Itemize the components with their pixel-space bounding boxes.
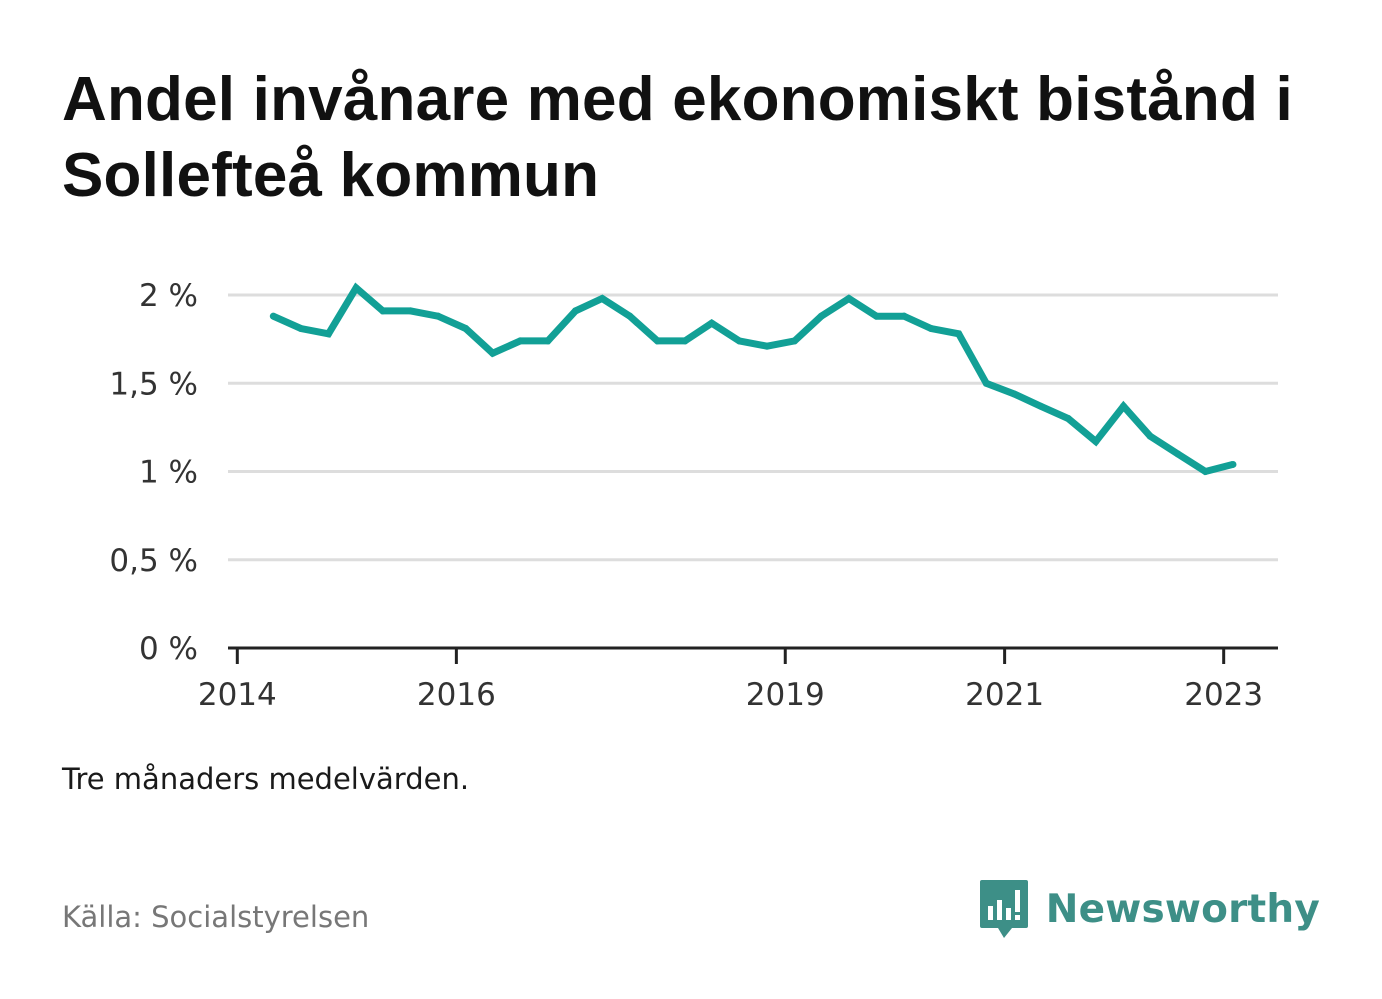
data-point xyxy=(817,312,825,320)
data-point xyxy=(598,295,606,303)
data-point xyxy=(763,342,771,350)
data-point xyxy=(845,295,853,303)
data-point xyxy=(269,312,277,320)
data-point xyxy=(1037,402,1045,410)
y-tick-label: 1 % xyxy=(139,455,198,491)
brand-name: Newsworthy xyxy=(1045,886,1320,932)
data-point xyxy=(544,337,552,345)
data-point xyxy=(1119,402,1127,410)
data-point xyxy=(955,330,963,338)
data-point xyxy=(1010,390,1018,398)
chart-note: Tre månaders medelvärden. xyxy=(62,762,470,796)
data-point xyxy=(406,307,414,315)
data-point xyxy=(900,312,908,320)
data-point xyxy=(462,325,470,333)
data-point xyxy=(872,312,880,320)
data-point xyxy=(708,319,716,327)
data-point xyxy=(626,312,634,320)
y-tick-label: 1,5 % xyxy=(109,366,198,402)
data-point xyxy=(571,307,579,315)
x-tick-label: 2016 xyxy=(417,677,496,713)
y-tick-label: 0 % xyxy=(139,631,198,667)
x-tick-label: 2019 xyxy=(746,677,825,713)
y-tick-label: 2 % xyxy=(139,278,198,314)
data-point xyxy=(982,379,990,387)
series-line xyxy=(271,282,1234,476)
data-point xyxy=(791,337,799,345)
data-point xyxy=(653,337,661,345)
y-axis-tick-labels: 0 % 0,5 % 1 % 1,5 % 2 % xyxy=(109,278,198,667)
data-point xyxy=(681,337,689,345)
grid-lines xyxy=(228,293,1278,562)
series xyxy=(269,282,1237,476)
data-point xyxy=(516,337,524,345)
data-point xyxy=(489,349,497,357)
data-point xyxy=(1146,432,1154,440)
x-tick-label: 2021 xyxy=(965,677,1044,713)
data-point xyxy=(1229,460,1237,468)
data-point xyxy=(297,325,305,333)
newsworthy-chart-logo-icon xyxy=(979,880,1028,938)
y-tick-label: 0,5 % xyxy=(109,543,198,579)
x-tick-label: 2014 xyxy=(198,677,277,713)
data-point xyxy=(1064,415,1072,423)
source-text: Källa: Socialstyrelsen xyxy=(62,900,370,934)
data-point xyxy=(352,284,360,292)
data-point xyxy=(1092,437,1100,445)
data-point xyxy=(735,337,743,345)
data-point xyxy=(1174,450,1182,458)
x-axis: 2014 2016 2019 2021 2023 xyxy=(198,646,1278,713)
data-point xyxy=(927,325,935,333)
data-point xyxy=(379,307,387,315)
brand-logo: Newsworthy xyxy=(978,878,1320,940)
data-point xyxy=(325,330,333,338)
chart-title: Andel invånare med ekonomiskt bistånd i … xyxy=(62,65,1293,210)
x-tick-label: 2023 xyxy=(1184,677,1263,713)
data-point xyxy=(434,312,442,320)
data-point xyxy=(1201,468,1209,475)
